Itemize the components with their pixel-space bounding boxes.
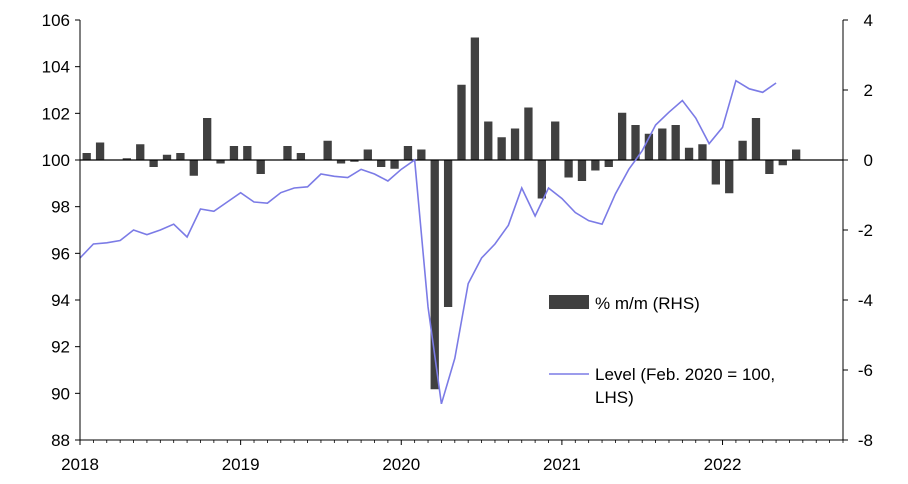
bar xyxy=(122,158,131,160)
left-axis-ticks: 88 90 92 94 96 98 100 102 104 106 xyxy=(42,11,80,450)
right-axis-ticks: -8 -6 -4 -2 0 2 4 xyxy=(843,11,873,450)
bar xyxy=(470,37,480,160)
bar xyxy=(403,146,413,160)
bar xyxy=(283,146,292,160)
bar xyxy=(658,128,667,160)
bar xyxy=(711,160,720,185)
bar xyxy=(323,140,332,160)
bar xyxy=(484,121,493,160)
bar xyxy=(564,160,573,178)
legend-line-label-1: Level (Feb. 2020 = 100, xyxy=(595,365,775,384)
bar xyxy=(765,160,774,174)
bar xyxy=(350,160,359,162)
bar xyxy=(671,125,680,160)
bar xyxy=(176,153,185,160)
bar xyxy=(296,153,306,160)
left-tick-label: 88 xyxy=(51,431,70,450)
left-tick-label: 96 xyxy=(51,244,70,263)
bar xyxy=(189,160,198,176)
bar xyxy=(778,160,787,166)
bar xyxy=(457,84,466,160)
bar xyxy=(377,160,386,167)
bar xyxy=(229,146,239,160)
x-tick-label: 2021 xyxy=(543,455,581,474)
bar xyxy=(162,154,172,160)
bar xyxy=(256,160,265,174)
right-tick-label: 0 xyxy=(864,151,873,170)
bar xyxy=(430,160,439,390)
left-tick-label: 94 xyxy=(51,291,70,310)
bar xyxy=(82,153,91,160)
bar xyxy=(698,144,707,160)
bar xyxy=(591,160,600,171)
x-tick-label: 2020 xyxy=(382,455,420,474)
x-tick-label: 2019 xyxy=(222,455,260,474)
left-tick-label: 100 xyxy=(42,151,70,170)
bar xyxy=(136,144,145,160)
bar xyxy=(792,149,801,160)
left-tick-label: 104 xyxy=(42,58,70,77)
left-tick-label: 102 xyxy=(42,104,70,123)
legend-bar-marker xyxy=(549,295,589,309)
bar xyxy=(443,160,453,307)
bar xyxy=(644,133,654,160)
bar xyxy=(725,160,734,194)
right-tick-label: 2 xyxy=(864,81,873,100)
x-tick-label: 2022 xyxy=(704,455,742,474)
left-tick-label: 92 xyxy=(51,338,70,357)
bar xyxy=(363,149,372,160)
bar xyxy=(684,147,694,160)
bar xyxy=(243,146,252,160)
bar xyxy=(216,160,225,164)
bar xyxy=(336,160,346,164)
legend-line-label-2: LHS) xyxy=(595,388,634,407)
bar xyxy=(631,125,640,160)
x-tick-label: 2018 xyxy=(61,455,99,474)
legend-bar-label: % m/m (RHS) xyxy=(595,294,700,313)
level-line xyxy=(79,79,777,405)
left-tick-label: 106 xyxy=(42,11,70,30)
bar xyxy=(390,160,399,169)
bar xyxy=(524,107,533,160)
right-tick-label: -4 xyxy=(858,291,873,310)
left-tick-label: 98 xyxy=(51,198,70,217)
legend: % m/m (RHS) Level (Feb. 2020 = 100, LHS) xyxy=(549,294,775,407)
bar xyxy=(738,140,747,160)
bar xyxy=(537,160,546,199)
bar xyxy=(497,137,506,160)
bar xyxy=(95,142,105,160)
right-tick-label: -2 xyxy=(858,221,873,240)
bar xyxy=(617,112,627,160)
bar xyxy=(751,118,761,160)
bar xyxy=(577,160,587,181)
x-axis-ticks: 2018 2019 2020 2021 2022 xyxy=(61,440,844,474)
right-tick-label: -8 xyxy=(858,431,873,450)
left-tick-label: 90 xyxy=(51,384,70,403)
bar xyxy=(551,121,560,160)
bar xyxy=(203,118,212,160)
level-line-series xyxy=(79,79,777,405)
bar xyxy=(417,149,426,160)
bar xyxy=(510,128,520,160)
right-tick-label: 4 xyxy=(864,11,873,30)
right-tick-label: -6 xyxy=(858,361,873,380)
bar xyxy=(604,160,613,167)
bar-series xyxy=(82,37,801,390)
bar xyxy=(149,160,158,167)
